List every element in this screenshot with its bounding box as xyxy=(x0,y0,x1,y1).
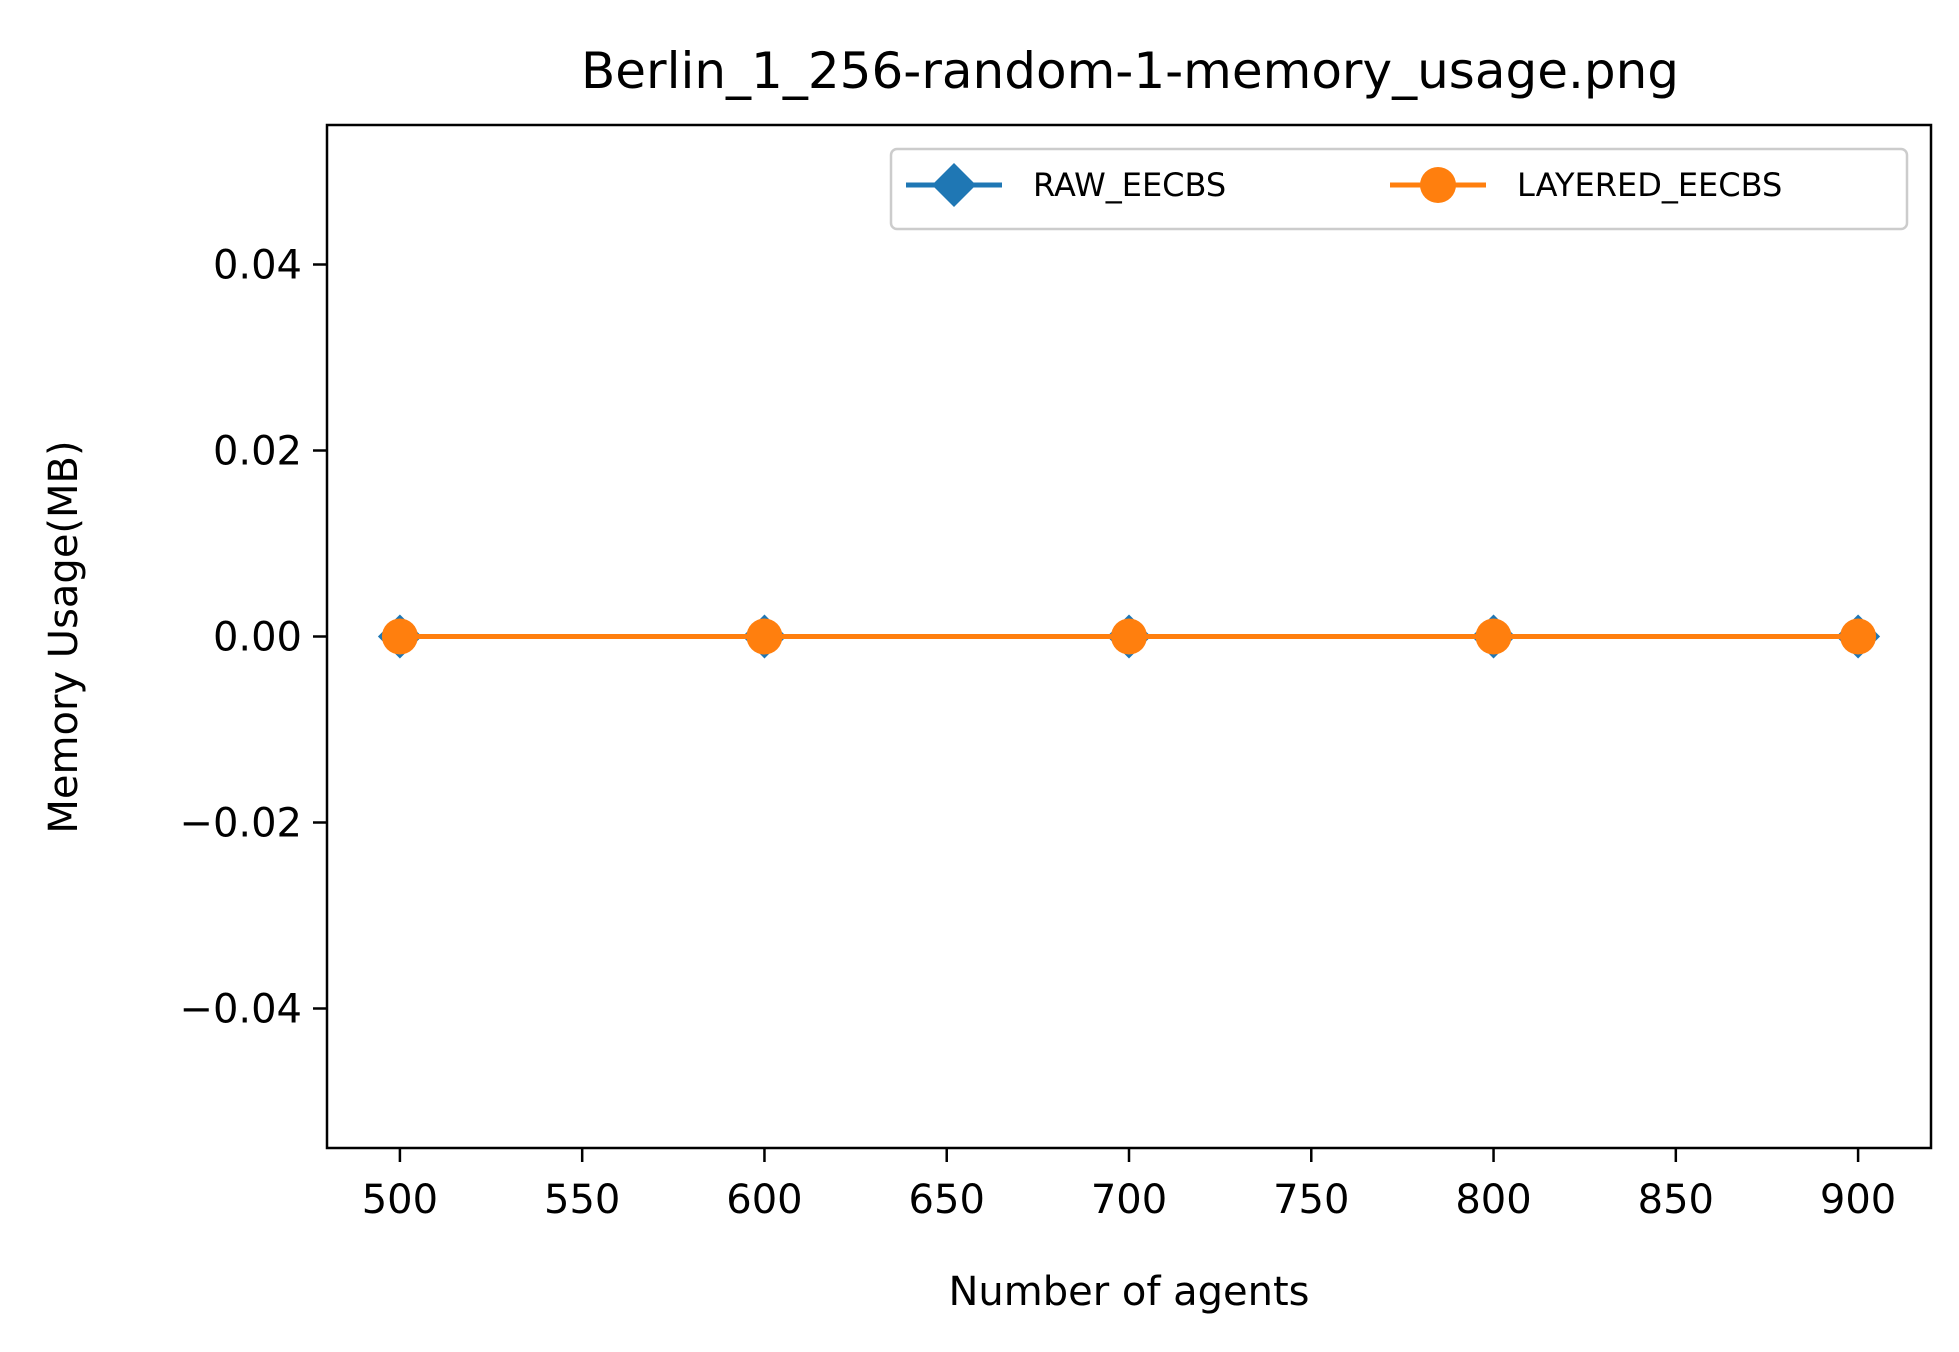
series-layer xyxy=(377,614,1881,659)
y-tick-label-4: 0.04 xyxy=(213,243,302,289)
y-axis-label: Memory Usage(MB) xyxy=(41,440,87,833)
legend-label-layered-eecbs: LAYERED_EECBS xyxy=(1517,166,1782,204)
y-tick-label-2: 0.00 xyxy=(213,615,302,661)
x-axis-label: Number of agents xyxy=(948,1269,1309,1315)
legend-marker-raw-eecbs xyxy=(932,163,976,207)
chart-title: Berlin_1_256-random-1-memory_usage.png xyxy=(581,42,1679,100)
data-point-layered-eecbs-500 xyxy=(381,618,418,655)
plot-frame xyxy=(325,123,1933,1150)
x-tick-label-800: 800 xyxy=(1455,1177,1531,1223)
x-tick-label-550: 550 xyxy=(544,1177,620,1223)
x-tick-label-600: 600 xyxy=(726,1177,802,1223)
data-point-layered-eecbs-600 xyxy=(746,618,783,655)
x-tick-label-500: 500 xyxy=(362,1177,438,1223)
y-axis-ticks: −0.04 −0.02 0.00 0.02 0.04 xyxy=(179,243,327,1033)
x-tick-label-750: 750 xyxy=(1273,1177,1349,1223)
data-point-layered-eecbs-700 xyxy=(1111,618,1147,655)
x-axis-ticks: 500 550 600 650 700 750 800 850 900 xyxy=(362,1148,1896,1223)
x-tick-label-700: 700 xyxy=(1091,1177,1167,1223)
legend-marker-layered-eecbs xyxy=(1420,167,1456,203)
x-tick-label-900: 900 xyxy=(1820,1177,1896,1223)
legend: RAW_EECBS LAYERED_EECBS xyxy=(889,147,1909,231)
y-tick-label-1: −0.02 xyxy=(179,801,302,847)
y-tick-label-0: −0.04 xyxy=(179,987,302,1033)
data-point-layered-eecbs-800 xyxy=(1475,618,1512,655)
y-tick-label-3: 0.02 xyxy=(213,429,302,475)
data-point-layered-eecbs-900 xyxy=(1840,618,1877,655)
x-tick-label-650: 650 xyxy=(909,1177,985,1223)
legend-frame xyxy=(889,147,1909,231)
x-tick-label-850: 850 xyxy=(1638,1177,1714,1223)
legend-label-raw-eecbs: RAW_EECBS xyxy=(1033,166,1226,204)
